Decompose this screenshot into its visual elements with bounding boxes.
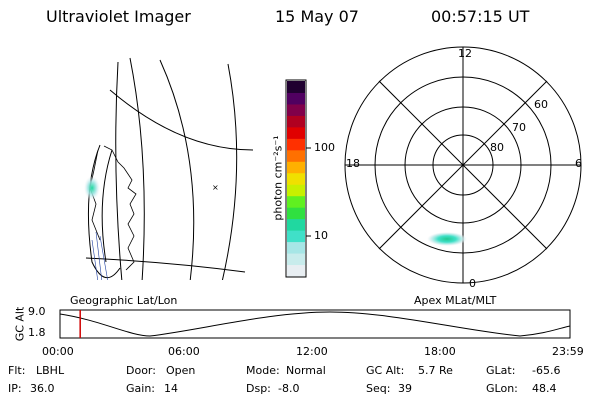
flt-value: LBHL — [36, 364, 65, 377]
mlt-label-12: 12 — [458, 47, 472, 60]
mode-value: Normal — [286, 364, 326, 377]
app-title: Ultraviolet Imager — [46, 7, 191, 26]
glat-value: -65.6 — [532, 364, 561, 377]
ip-label: IP: — [8, 382, 22, 395]
aurora-emission-polar — [427, 232, 467, 246]
colorbar-band — [287, 230, 305, 243]
meridian-bundle — [91, 231, 108, 280]
altitude-tick-high: 9.0 — [28, 305, 46, 318]
mlat-label-60: 60 — [534, 98, 548, 111]
lon-arc-4 — [221, 63, 238, 280]
polar-diag-2 — [378, 80, 548, 250]
seq-value: 39 — [398, 382, 412, 395]
mlt-label-6: 6 — [575, 157, 582, 170]
dsp-label: Dsp: — [246, 382, 271, 395]
colorbar-band — [287, 161, 305, 174]
diag-line — [109, 89, 254, 151]
colorbar-band — [287, 195, 305, 208]
colorbar-band — [287, 207, 305, 220]
door-value: Open — [166, 364, 196, 377]
time-tick-1800: 18:00 — [424, 345, 456, 358]
colorbar-band — [287, 241, 305, 254]
colorbar-band — [287, 253, 305, 266]
mlt-label-18: 18 — [346, 157, 360, 170]
gain-label: Gain: — [126, 382, 155, 395]
glon-value: 48.4 — [532, 382, 557, 395]
mlat-label-70: 70 — [512, 121, 526, 134]
limb-ellipse-outer — [87, 144, 121, 278]
colorbar-band — [287, 184, 305, 197]
seq-label: Seq: — [366, 382, 391, 395]
altitude-strip — [59, 309, 571, 339]
time-tick-0600: 06:00 — [168, 345, 200, 358]
lat-line-1 — [85, 257, 246, 273]
colorbar-band — [287, 92, 305, 105]
glat-label: GLat: — [486, 364, 516, 377]
colorbar-band — [287, 264, 305, 277]
ip-value: 36.0 — [30, 382, 55, 395]
gain-value: 14 — [164, 382, 178, 395]
mlat-label-80: 80 — [490, 141, 504, 154]
altitude-axis-title: GC Alt — [13, 306, 27, 342]
glon-label: GLon: — [486, 382, 518, 395]
geographic-map-panel: × — [84, 57, 254, 280]
altitude-tick-low: 1.8 — [28, 326, 46, 339]
colorbar-band — [287, 218, 305, 231]
aurora-emission-left — [84, 176, 100, 200]
mlt-label-0: 0 — [469, 277, 476, 290]
date-label: 15 May 07 — [275, 7, 359, 26]
map-marker: × — [212, 183, 219, 192]
altitude-curve — [59, 311, 571, 337]
lon-arc-1 — [115, 61, 123, 280]
mode-label: Mode: — [246, 364, 280, 377]
lon-arc-3 — [159, 59, 195, 280]
colorbar-band — [287, 126, 305, 139]
time-tick-0000: 00:00 — [42, 345, 74, 358]
colorbar-band — [287, 81, 305, 93]
time-label: 00:57:15 UT — [431, 7, 530, 26]
polar-panel-label: Apex MLat/MLT — [414, 294, 497, 307]
polar-plot — [344, 46, 582, 284]
colorbar-tick-10: 10 — [314, 229, 328, 242]
dsp-value: -8.0 — [278, 382, 300, 395]
gcalt-value: 5.7 Re — [418, 364, 453, 377]
time-tick-1200: 12:00 — [296, 345, 328, 358]
door-label: Door: — [126, 364, 156, 377]
colorbar — [285, 79, 311, 278]
colorbar-bands — [287, 81, 305, 277]
coastline — [103, 145, 137, 271]
colorbar-band — [287, 103, 305, 116]
colorbar-unit-label: photon cm⁻²s⁻¹ — [271, 135, 285, 221]
flt-label: Flt: — [8, 364, 26, 377]
colorbar-band — [287, 115, 305, 128]
geographic-panel-label: Geographic Lat/Lon — [70, 294, 178, 307]
colorbar-band — [287, 138, 305, 151]
colorbar-band — [287, 149, 305, 162]
gcalt-label: GC Alt: — [366, 364, 405, 377]
colorbar-tick-100: 100 — [314, 141, 335, 154]
time-tick-2359: 23:59 — [552, 345, 584, 358]
lon-arc-2 — [129, 57, 145, 280]
colorbar-band — [287, 172, 305, 185]
limb-ellipse-inner — [101, 149, 113, 263]
